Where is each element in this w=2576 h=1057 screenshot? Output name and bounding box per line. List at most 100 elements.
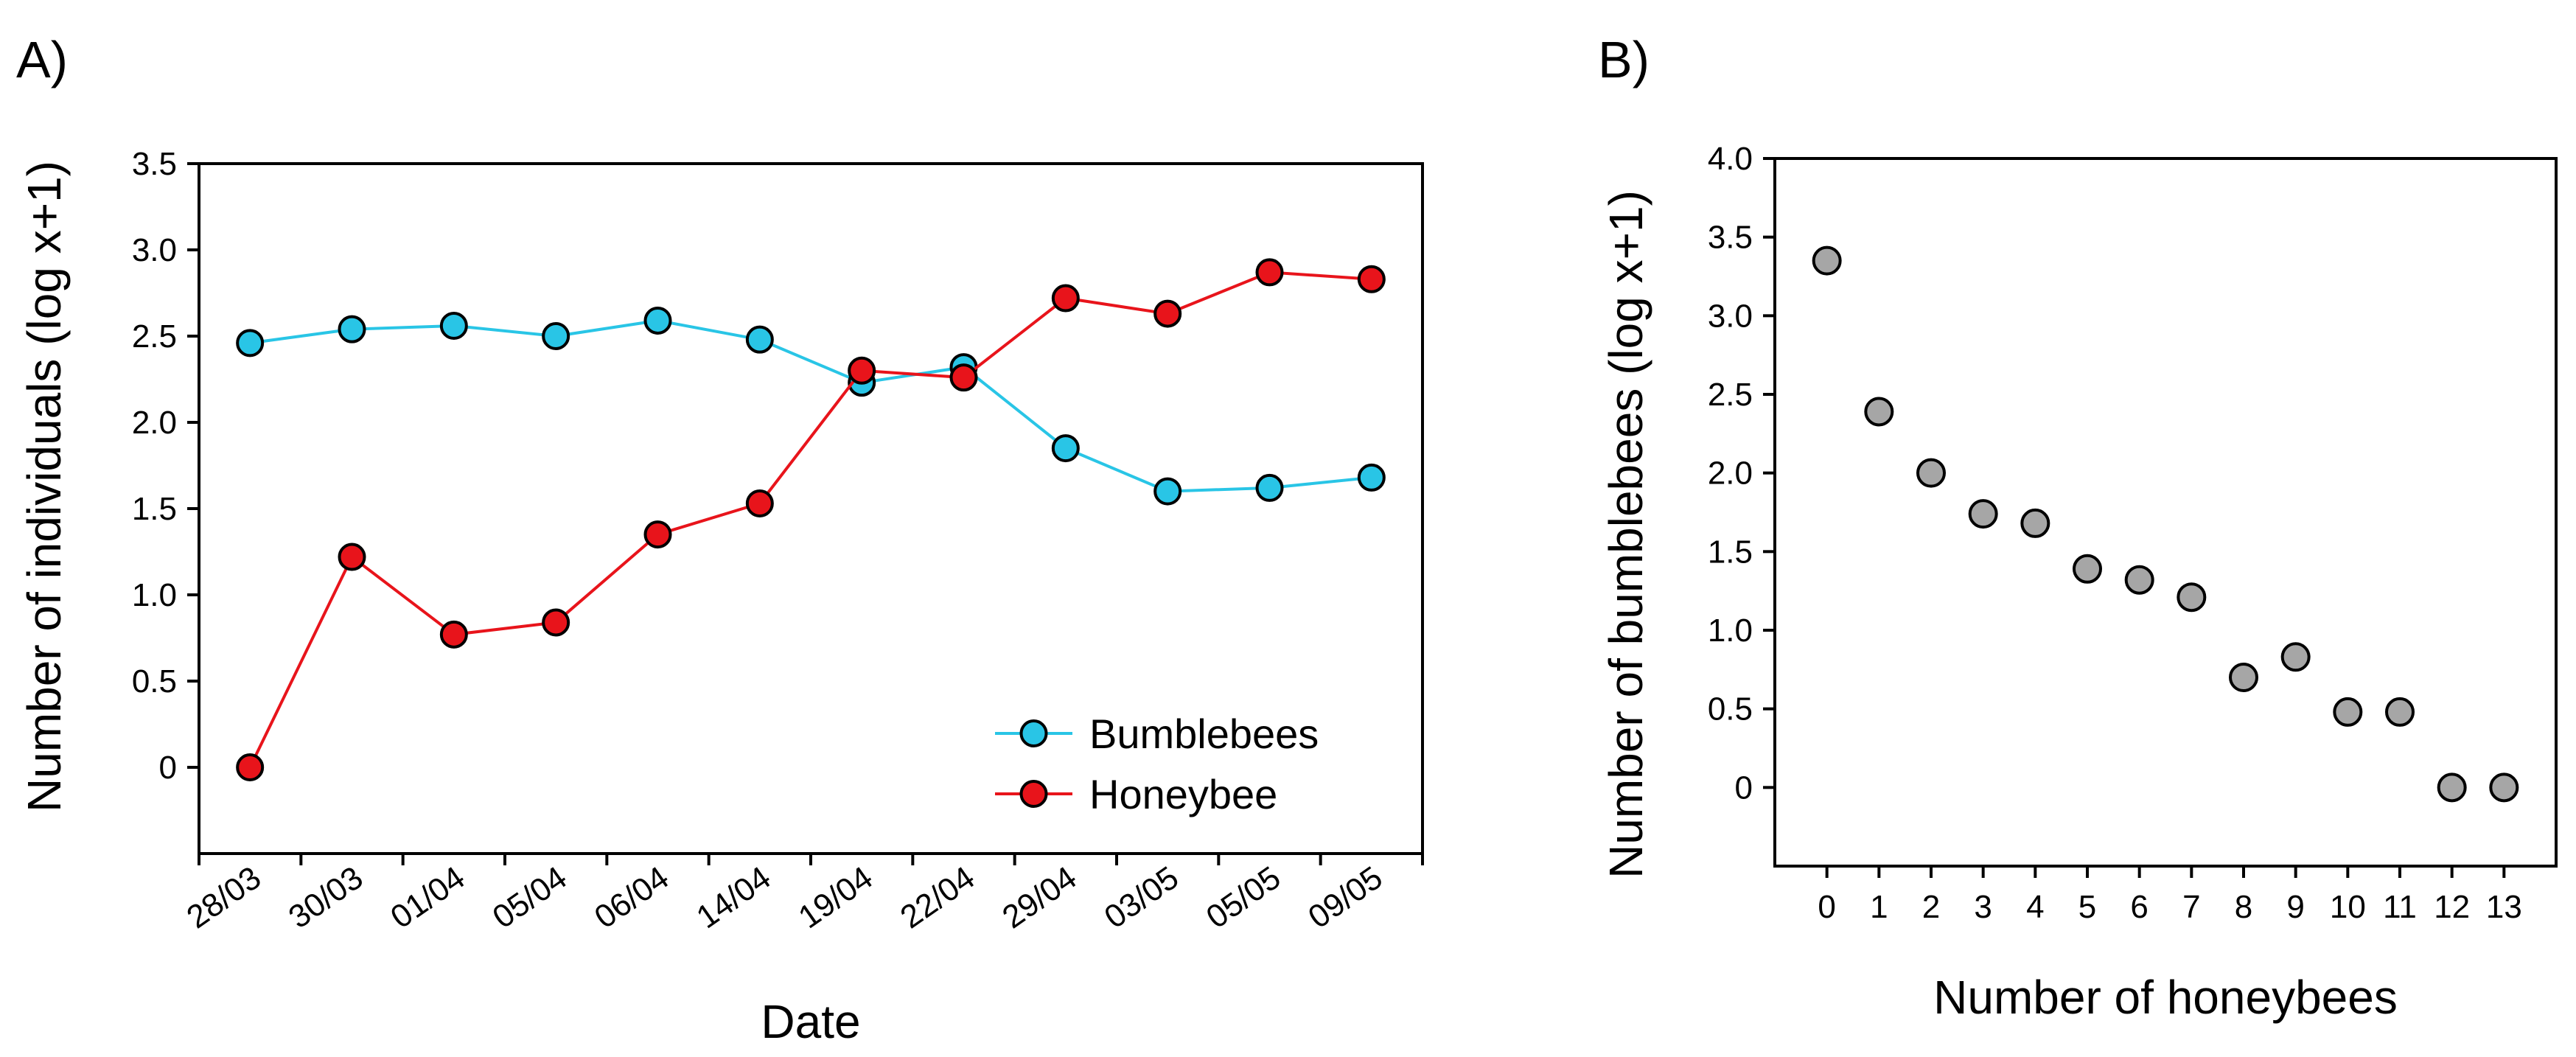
series-bumblebees-point bbox=[1051, 434, 1080, 463]
series-bumblebees-point bbox=[1255, 473, 1284, 502]
panel-b-y-tick-label: 2.5 bbox=[1708, 377, 1753, 413]
series-bumblebees-point bbox=[439, 311, 468, 340]
series-honeybee-point bbox=[1357, 265, 1386, 293]
panel-b-x-tick-label: 12 bbox=[2434, 889, 2470, 925]
panel-b-x-tick-label: 4 bbox=[2026, 889, 2044, 925]
panel-a-x-tick-label: 01/04 bbox=[384, 859, 471, 935]
panel-b-y-tick-label: 4.0 bbox=[1708, 141, 1753, 177]
series-bumblebees-point bbox=[1357, 463, 1386, 492]
panel-b-y-axis-title: Number of bumblebees (log x+1) bbox=[1599, 190, 1652, 879]
scatter-point bbox=[1968, 499, 1998, 529]
scatter-point bbox=[2333, 697, 2363, 727]
panel-b-y-tick-label: 0.5 bbox=[1708, 691, 1753, 728]
series-bumblebees-point bbox=[236, 329, 265, 357]
panel-b-x-tick-label: 9 bbox=[2286, 889, 2304, 925]
panel-b-x-tick-label: 5 bbox=[2078, 889, 2096, 925]
panel-a-y-tick-label: 0.5 bbox=[132, 663, 177, 700]
panel-b-x-tick-label: 10 bbox=[2330, 889, 2366, 925]
panel-a-x-tick-label: 03/05 bbox=[1098, 859, 1185, 935]
scatter-point bbox=[1864, 397, 1894, 427]
panel-a-y-tick-label: 1.5 bbox=[132, 491, 177, 527]
panel-b-y-tick-label: 1.5 bbox=[1708, 534, 1753, 570]
series-honeybee bbox=[236, 258, 1386, 781]
panel-b-x-tick-label: 13 bbox=[2486, 889, 2522, 925]
series-bumblebees-point bbox=[643, 306, 672, 335]
series-honeybee-point bbox=[1051, 284, 1080, 313]
series-honeybee-point bbox=[745, 489, 774, 517]
panel-b-x-axis-title: Number of honeybees bbox=[1933, 971, 2398, 1024]
panel-b-x-tick-label: 11 bbox=[2383, 889, 2417, 925]
scatter-point bbox=[2177, 582, 2207, 613]
series-honeybee-point bbox=[338, 543, 366, 571]
panel-a-x-tick-label: 05/05 bbox=[1200, 859, 1287, 935]
series-bumblebees bbox=[236, 306, 1386, 506]
panel-a-x-tick-label: 14/04 bbox=[690, 859, 777, 935]
series-bumblebees-point bbox=[1153, 477, 1182, 506]
series-honeybee-point bbox=[1255, 258, 1284, 287]
legend-bumblebees-label: Bumblebees bbox=[1089, 711, 1319, 757]
panel-a-x-tick-label: 19/04 bbox=[792, 859, 879, 935]
panel-b-y-axis: 0 0.5 1.0 1.5 2.0 2.5 3.0 3.5 4.0 bbox=[1708, 141, 1775, 806]
panel-b-x-tick-label: 0 bbox=[1818, 889, 1835, 925]
series-bumblebees-point bbox=[745, 325, 774, 354]
panel-a-y-tick-label: 1.0 bbox=[132, 577, 177, 613]
panel-b-plot-border bbox=[1773, 157, 2558, 868]
panel-a-x-tick-label: 05/04 bbox=[486, 859, 573, 935]
panel-a-y-tick-label: 3.0 bbox=[132, 232, 177, 268]
series-honeybee-point bbox=[848, 356, 876, 385]
panel-b-x-tick-label: 2 bbox=[1922, 889, 1940, 925]
series-honeybee-point bbox=[643, 520, 672, 549]
legend-honeybee-marker bbox=[1019, 780, 1048, 808]
panel-b-y-tick-label: 3.5 bbox=[1708, 220, 1753, 256]
series-honeybee-line bbox=[248, 271, 1372, 768]
panel-a-label: A) bbox=[16, 31, 68, 88]
series-honeybee-point bbox=[439, 620, 468, 649]
panel-a-x-tick-label: 09/05 bbox=[1302, 859, 1389, 935]
panel-a-legend: Bumblebees Honeybee bbox=[995, 711, 1319, 817]
panel-b-x-tick-label: 3 bbox=[1974, 889, 1992, 925]
panel-a-x-tick-label: 22/04 bbox=[894, 859, 981, 935]
panel-b-label: B) bbox=[1598, 31, 1650, 88]
scatter-point bbox=[2385, 697, 2415, 727]
series-bumblebees-line bbox=[249, 318, 1372, 493]
panel-b-y-tick-label: 1.0 bbox=[1708, 613, 1753, 649]
scatter-point bbox=[2437, 772, 2467, 803]
series-honeybee-point bbox=[1153, 299, 1182, 328]
legend-bumblebees-marker bbox=[1019, 719, 1048, 747]
series-honeybee-point bbox=[542, 608, 570, 637]
scatter-point bbox=[1812, 245, 1842, 276]
scatter-point bbox=[2280, 642, 2311, 672]
panel-a-x-axis: 28/03 30/03 01/04 05/04 06/04 14/04 19/04 22/04… bbox=[181, 854, 1424, 935]
scatter-point bbox=[2124, 565, 2154, 595]
panel-a-y-tick-label: 3.5 bbox=[132, 146, 177, 182]
legend-honeybee-label: Honeybee bbox=[1089, 771, 1277, 817]
panel-a-y-tick-label: 2.5 bbox=[132, 318, 177, 355]
scatter-point bbox=[1916, 458, 1946, 488]
panel-b-y-tick-label: 2.0 bbox=[1708, 456, 1753, 492]
scatter-point bbox=[2229, 663, 2258, 692]
scatter-point bbox=[2020, 508, 2050, 538]
panel-b-points bbox=[1812, 245, 2519, 803]
panel-b-x-tick-label: 1 bbox=[1870, 889, 1888, 925]
panel-a-y-axis: 0 0.5 1.0 1.5 2.0 2.5 3.0 3.5 bbox=[132, 146, 199, 786]
panel-a-x-tick-label: 29/04 bbox=[996, 859, 1083, 935]
series-honeybee-point bbox=[949, 363, 978, 392]
panel-b-y-tick-label: 3.0 bbox=[1708, 298, 1753, 334]
panel-a-x-axis-title: Date bbox=[761, 995, 860, 1048]
panel-a-y-axis-title: Number of individuals (log x+1) bbox=[18, 161, 71, 812]
panel-a-line-chart: A) 0 0.5 1.0 1.5 2.0 2.5 3.0 3.5 28/03 30/03 01/0… bbox=[16, 31, 1424, 1048]
panel-b-x-tick-label: 7 bbox=[2182, 889, 2200, 925]
panel-b-y-tick-label: 0 bbox=[1735, 770, 1753, 806]
panel-a-x-tick-label: 06/04 bbox=[588, 859, 675, 935]
series-bumblebees-point bbox=[338, 315, 366, 343]
panel-b-x-axis: 0 1 2 3 4 5 6 7 8 9 10 11 12 13 bbox=[1818, 866, 2522, 925]
panel-a-x-tick-label: 28/03 bbox=[181, 859, 268, 935]
panel-b-x-tick-label: 6 bbox=[2130, 889, 2148, 925]
series-bumblebees-point bbox=[542, 322, 570, 350]
panel-a-x-tick-label: 30/03 bbox=[282, 859, 369, 935]
panel-a-y-tick-label: 0 bbox=[159, 750, 177, 786]
panel-b-x-tick-label: 8 bbox=[2235, 889, 2252, 925]
scatter-point bbox=[2489, 772, 2519, 803]
